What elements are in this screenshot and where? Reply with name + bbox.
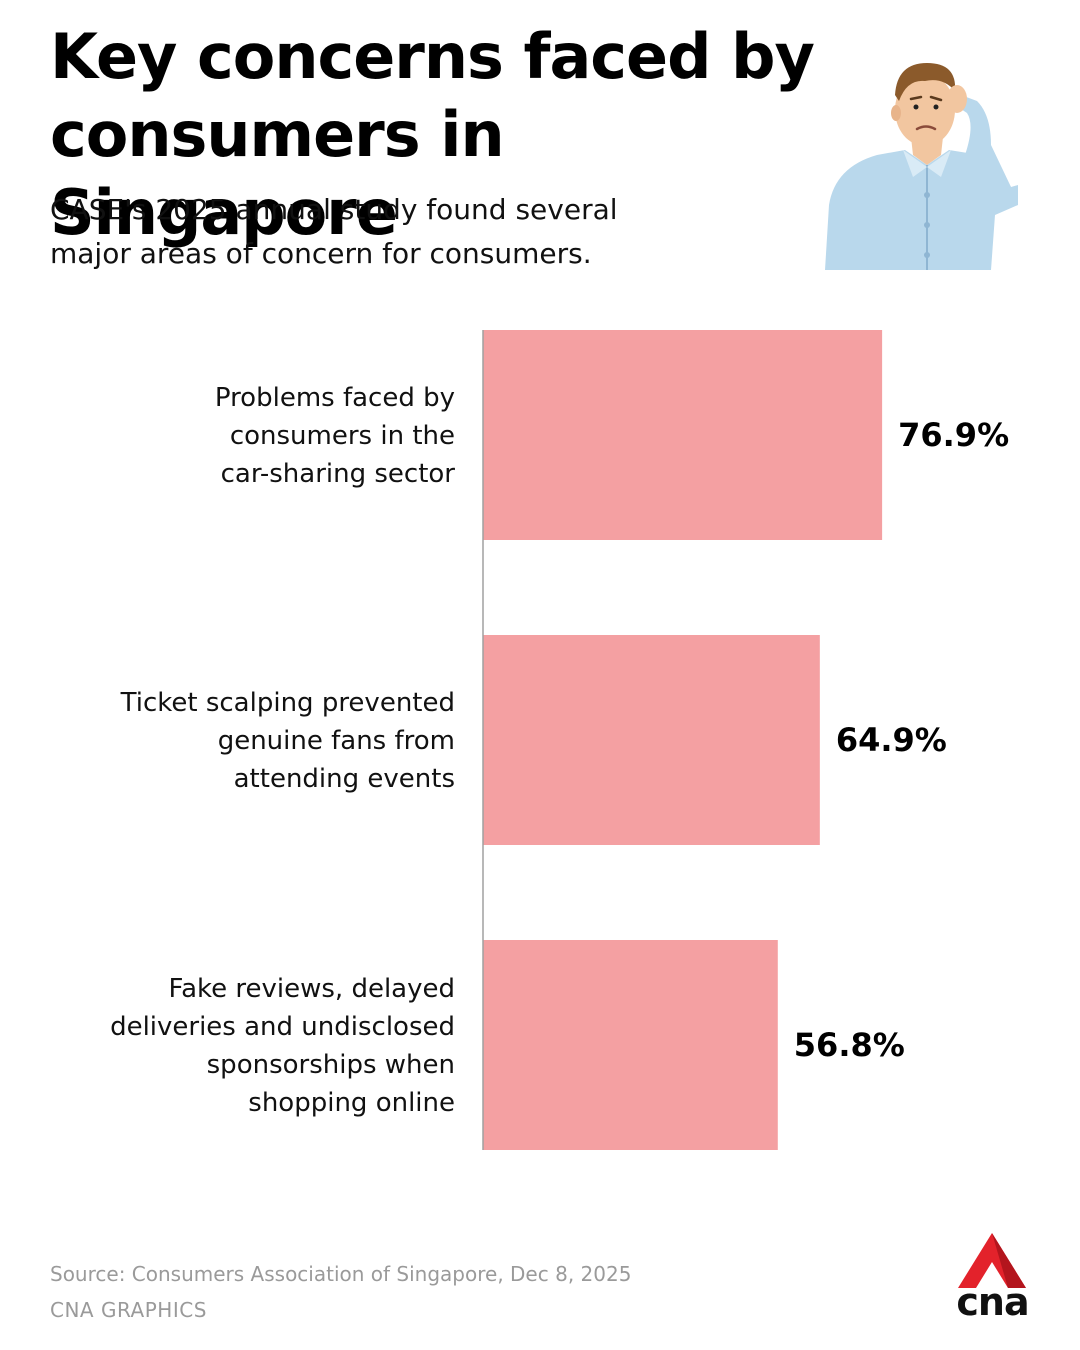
bar-2 <box>483 635 820 845</box>
page-subtitle: CASE's 2025 annual study found several m… <box>50 193 618 270</box>
page-title: Key concerns faced by consumers in Singa… <box>50 20 815 249</box>
bar-3 <box>483 940 778 1150</box>
category-label-1: Problems faced by consumers in the car-sha… <box>215 383 455 489</box>
category-label-2: Ticket scalping prevented genuine fans fr… <box>120 688 455 794</box>
cna-logo-icon <box>958 1233 1026 1288</box>
cna-logo-text: cna <box>956 1280 1029 1324</box>
bar-value-label-2: 64.9% <box>836 721 947 759</box>
bar-value-label-3: 56.8% <box>794 1026 905 1064</box>
credit-note: CNA GRAPHICS <box>50 1298 207 1322</box>
bars-layer: 76.9% Problems faced by consumers in the ca… <box>110 330 1009 1150</box>
source-note: Source: Consumers Association of Singapo… <box>50 1262 632 1286</box>
bar-value-label-1: 76.9% <box>898 416 1009 454</box>
bar-chart: 76.9% Problems faced by consumers in the ca… <box>110 330 1009 1150</box>
worried-man-icon <box>825 63 1018 270</box>
category-label-3: Fake reviews, delayed deliveries and undi… <box>110 974 455 1118</box>
bar-1 <box>483 330 883 540</box>
